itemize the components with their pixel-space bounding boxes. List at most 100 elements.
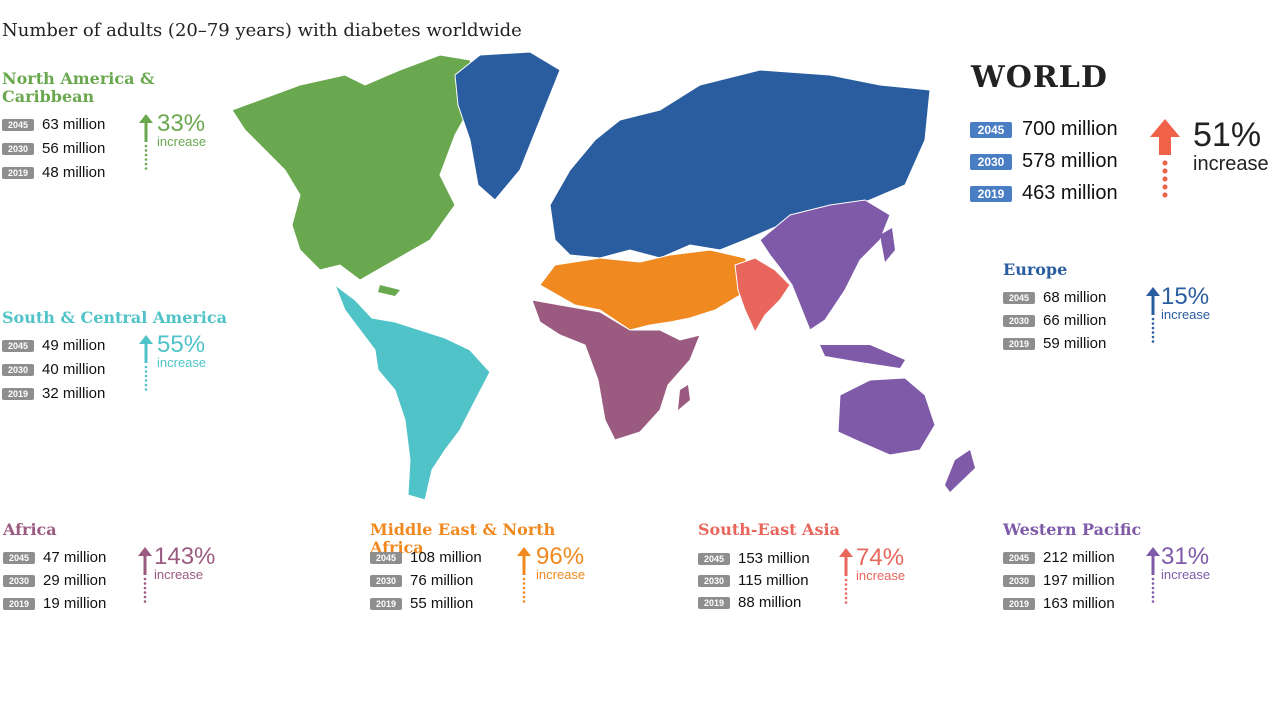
region-value: 55 million — [410, 595, 474, 612]
region-percent: 143% — [154, 543, 216, 570]
region-row-2019: 2019 32 million — [2, 385, 105, 402]
region-value: 76 million — [410, 572, 474, 589]
year-badge: 2030 — [2, 142, 34, 155]
region-value: 56 million — [42, 140, 106, 157]
region-percent: 74% — [856, 544, 905, 571]
map-south-east-asia — [734, 257, 791, 334]
year-badge: 2045 — [1003, 551, 1035, 564]
region-value: 212 million — [1043, 549, 1115, 566]
region-nac: North America & Caribbean 2045 63 million 2… — [2, 70, 242, 181]
year-badge: 2030 — [1003, 314, 1035, 327]
year-badge: 2045 — [970, 121, 1012, 138]
region-name: Europe — [1003, 260, 1068, 279]
year-badge: 2030 — [698, 574, 730, 587]
year-badge: 2019 — [370, 597, 402, 610]
region-value: 108 million — [410, 549, 482, 566]
world-value: 463 million — [1022, 182, 1118, 204]
region-value: 40 million — [42, 361, 106, 378]
region-value: 19 million — [43, 595, 107, 612]
region-row-2045: 2045 47 million — [3, 549, 106, 566]
world-row-2019: 2019 463 million — [970, 182, 1118, 205]
year-badge: 2045 — [698, 552, 730, 565]
region-increase-label: increase — [856, 568, 906, 583]
page-title: Number of adults (20–79 years) with diab… — [2, 20, 522, 41]
region-increase-label: increase — [536, 567, 586, 582]
region-name: South & Central America — [2, 308, 227, 327]
region-percent: 33% — [157, 110, 206, 137]
world-up-arrow-icon — [1150, 119, 1180, 198]
region-value: 59 million — [1043, 335, 1107, 352]
region-increase-label: increase — [1161, 307, 1211, 322]
region-row-2045: 2045 68 million — [1003, 289, 1106, 306]
world-value: 700 million — [1022, 118, 1118, 140]
map-madagascar — [678, 385, 690, 410]
region-row-2045: 2045 49 million — [2, 337, 105, 354]
map-new-zealand — [945, 450, 975, 492]
region-value: 153 million — [738, 550, 810, 567]
region-percent: 15% — [1161, 283, 1210, 310]
up-arrow-icon — [139, 114, 153, 170]
region-value: 115 million — [738, 572, 809, 589]
world-row-2045: 2045 700 million — [970, 118, 1118, 141]
region-sca: South & Central America 2045 49 million 203… — [2, 309, 242, 419]
region-row-2045: 2045 212 million — [1003, 549, 1115, 566]
year-badge: 2030 — [2, 363, 34, 376]
world-value: 578 million — [1022, 150, 1118, 172]
region-increase-label: increase — [1161, 567, 1211, 582]
map-north-america — [231, 54, 481, 281]
region-row-2030: 2030 56 million — [2, 140, 105, 157]
region-sea: South-East Asia 2045 153 million 2030 115 mi… — [698, 521, 938, 631]
up-arrow-icon — [1146, 547, 1160, 603]
region-name: South-East Asia — [698, 520, 840, 539]
region-value: 29 million — [43, 572, 107, 589]
region-value: 68 million — [1043, 289, 1107, 306]
year-badge: 2045 — [3, 551, 35, 564]
region-row-2045: 2045 153 million — [698, 550, 810, 567]
region-value: 47 million — [43, 549, 107, 566]
region-row-2045: 2045 63 million — [2, 116, 105, 133]
region-row-2019: 2019 48 million — [2, 164, 105, 181]
world-increase-label: increase — [1193, 153, 1269, 175]
region-mena: Middle East & North Africa 2045 108 millio… — [370, 521, 610, 631]
region-row-2019: 2019 88 million — [698, 594, 801, 611]
region-row-2030: 2030 40 million — [2, 361, 105, 378]
region-row-2019: 2019 163 million — [1003, 595, 1115, 612]
year-badge: 2045 — [2, 118, 34, 131]
region-increase-label: increase — [154, 567, 204, 582]
region-row-2030: 2030 66 million — [1003, 312, 1106, 329]
map-east-asia — [759, 199, 891, 331]
year-badge: 2019 — [2, 166, 34, 179]
region-increase-label: increase — [157, 355, 207, 370]
year-badge: 2019 — [3, 597, 35, 610]
region-row-2030: 2030 76 million — [370, 572, 473, 589]
map-greenland — [454, 51, 561, 201]
map-south-america — [333, 283, 491, 501]
map-australia — [837, 377, 936, 456]
year-badge: 2019 — [1003, 337, 1035, 350]
region-value: 88 million — [738, 594, 802, 611]
map-africa — [531, 299, 701, 441]
region-eur: Europe 2045 68 million 2030 66 million 2019 59… — [1003, 261, 1243, 371]
region-row-2030: 2030 115 million — [698, 572, 809, 589]
region-name: Middle East & North Africa — [370, 520, 556, 557]
region-afr: Africa 2045 47 million 2030 29 million 2019 19… — [3, 521, 243, 631]
year-badge: 2019 — [2, 387, 34, 400]
year-badge: 2019 — [970, 185, 1012, 202]
year-badge: 2030 — [3, 574, 35, 587]
region-name: Western Pacific — [1003, 520, 1142, 539]
region-value: 163 million — [1043, 595, 1115, 612]
world-row-2030: 2030 578 million — [970, 150, 1118, 173]
region-name: Africa — [3, 520, 57, 539]
year-badge: 2030 — [1003, 574, 1035, 587]
region-row-2019: 2019 59 million — [1003, 335, 1106, 352]
region-value: 63 million — [42, 116, 106, 133]
up-arrow-icon — [139, 335, 153, 391]
region-row-2030: 2030 197 million — [1003, 572, 1115, 589]
region-row-2045: 2045 108 million — [370, 549, 482, 566]
year-badge: 2045 — [1003, 291, 1035, 304]
world-percent: 51% — [1193, 116, 1262, 154]
up-arrow-icon — [1146, 287, 1160, 343]
map-indonesia — [820, 345, 905, 368]
year-badge: 2019 — [698, 596, 730, 609]
